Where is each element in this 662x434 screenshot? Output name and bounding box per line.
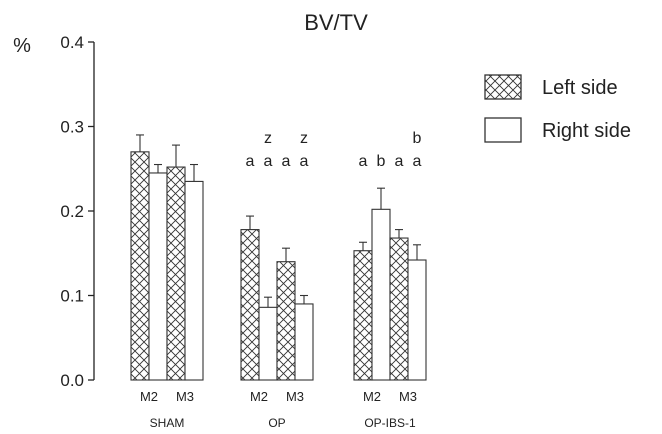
y-tick-label: 0.2 <box>60 202 84 221</box>
x-sub-label-m3: M3 <box>286 389 304 404</box>
y-tick-label: 0.0 <box>60 371 84 390</box>
bar-op-m2-left <box>240 229 260 381</box>
legend-label-left: Left side <box>542 77 618 99</box>
significance-letter: a <box>395 153 404 170</box>
significance-letters: a aza aza b a ab <box>246 130 422 170</box>
bar-sham-m3-right <box>184 180 204 381</box>
bar-sham-m3-left <box>166 166 186 381</box>
y-tick-label: 0.4 <box>60 33 84 52</box>
x-group-label-op: OP <box>268 416 285 430</box>
legend-swatch-right <box>484 117 522 143</box>
bar-op-ibs-1-m3-right <box>407 259 427 381</box>
significance-letter: b <box>377 153 386 170</box>
y-tick-label: 0.1 <box>60 287 84 306</box>
bar-op-m2-right <box>258 306 278 381</box>
significance-letter: z <box>264 130 272 147</box>
x-group-label-sham: SHAM <box>150 416 185 430</box>
x-sub-label-m2: M2 <box>363 389 381 404</box>
bars <box>130 134 427 381</box>
chart-title: BV/TV <box>304 10 368 35</box>
bar-op-ibs-1-m3-left <box>389 237 409 381</box>
legend-label-right: Right side <box>542 120 631 142</box>
x-sub-label-m3: M3 <box>399 389 417 404</box>
significance-letter: a <box>413 153 422 170</box>
bar-op-m3-right <box>294 303 314 381</box>
x-group-label-op-ibs-1: OP-IBS-1 <box>364 416 416 430</box>
significance-letter: a <box>264 153 273 170</box>
x-sub-label-m2: M2 <box>250 389 268 404</box>
significance-letter: a <box>282 153 291 170</box>
bar-sham-m2-left <box>130 151 150 381</box>
significance-letter: a <box>246 153 255 170</box>
legend-swatch-left <box>484 74 522 100</box>
x-sub-label-m3: M3 <box>176 389 194 404</box>
significance-letter: z <box>300 130 308 147</box>
bar-op-ibs-1-m2-left <box>353 250 373 381</box>
x-sub-label-m2: M2 <box>140 389 158 404</box>
bar-op-ibs-1-m2-right <box>371 208 391 381</box>
bar-sham-m2-right <box>148 172 168 381</box>
significance-letter: b <box>413 130 422 147</box>
significance-letter: a <box>359 153 368 170</box>
y-axis-label: % <box>13 35 31 57</box>
legend: Left side Right side <box>484 74 631 143</box>
significance-letter: a <box>300 153 309 170</box>
y-tick-label: 0.3 <box>60 118 84 137</box>
axes: 0.0 0.1 0.2 0.3 0.4 <box>60 33 95 390</box>
bar-op-m3-left <box>276 261 296 381</box>
